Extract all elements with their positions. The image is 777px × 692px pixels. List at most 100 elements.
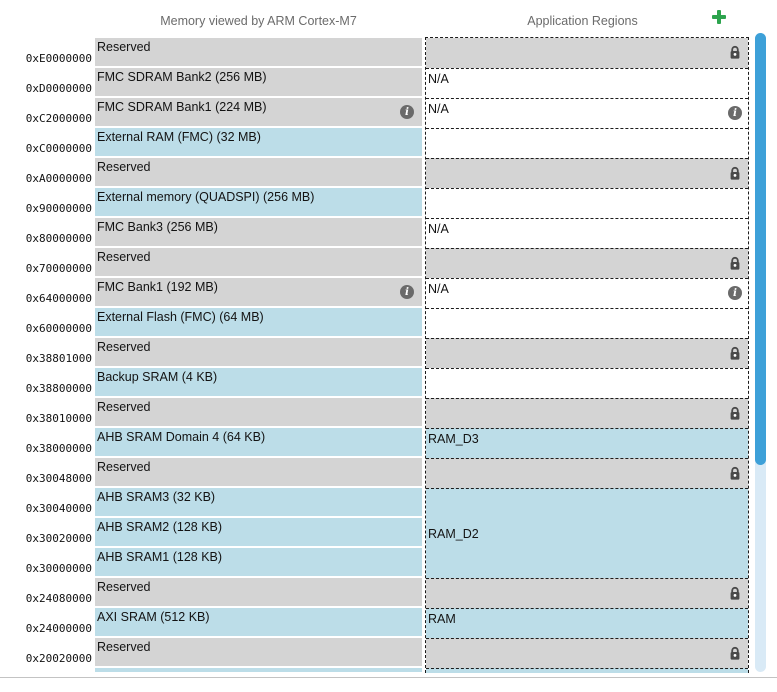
memory-block-label: Reserved <box>97 250 151 264</box>
memory-block-fmc-bank3-256-mb[interactable]: FMC Bank3 (256 MB) <box>95 218 422 248</box>
address-label: 0x30040000 <box>25 502 92 515</box>
memory-block-label: External memory (QUADSPI) (256 MB) <box>97 190 315 204</box>
app-region-label: N/A <box>428 222 449 236</box>
memory-block-reserved: Reserved <box>95 398 422 428</box>
app-region-n-a[interactable]: N/A i <box>426 98 748 128</box>
memory-block-label: Reserved <box>97 580 151 594</box>
app-region-ram-d3[interactable]: RAM_D3 <box>426 428 748 458</box>
address-label: 0x30020000 <box>25 532 92 545</box>
app-region-n-a[interactable]: N/A <box>426 218 748 248</box>
app-region-label: N/A <box>428 102 449 116</box>
memory-block-label: FMC SDRAM Bank2 (256 MB) <box>97 70 267 84</box>
application-regions-column: N/A N/A i N/A N/A i RAM_D3 RAM_D2 RAM <box>425 37 749 673</box>
memory-block-external-ram-fmc-32-mb[interactable]: External RAM (FMC) (32 MB) <box>95 128 422 158</box>
lock-icon <box>728 466 742 482</box>
app-region-reserved <box>426 458 748 488</box>
address-label: 0x70000000 <box>25 262 92 275</box>
app-region-reserved <box>426 248 748 278</box>
app-region-label: N/A <box>428 282 449 296</box>
address-label: 0x20020000 <box>25 652 92 665</box>
memory-block-label: Backup SRAM (4 KB) <box>97 370 218 384</box>
app-region-reserved <box>426 38 748 68</box>
app-region-reserved <box>426 398 748 428</box>
address-label: 0xC0000000 <box>25 142 92 155</box>
info-icon[interactable]: i <box>400 285 414 299</box>
app-region-empty <box>426 668 748 673</box>
plus-icon <box>711 9 727 28</box>
scrollbar-thumb[interactable] <box>755 33 766 465</box>
memory-block-label: FMC Bank3 (256 MB) <box>97 220 218 234</box>
memory-block-fmc-sdram-bank1-224-mb[interactable]: FMC SDRAM Bank1 (224 MB) i <box>95 98 422 128</box>
address-label: 0x24000000 <box>25 622 92 635</box>
address-label: 0x38000000 <box>25 442 92 455</box>
memory-block-label: External RAM (FMC) (32 MB) <box>97 130 261 144</box>
memory-block-label: Reserved <box>97 640 151 654</box>
app-region-n-a[interactable]: N/A i <box>426 278 748 308</box>
memory-block-fmc-sdram-bank2-256-mb[interactable]: FMC SDRAM Bank2 (256 MB) <box>95 68 422 98</box>
address-label: 0x60000000 <box>25 322 92 335</box>
address-label: 0x38801000 <box>25 352 92 365</box>
lock-icon <box>728 166 742 182</box>
app-region-reserved <box>426 578 748 608</box>
memory-block-ahb-sram3-32-kb[interactable]: AHB SRAM3 (32 KB) <box>95 488 422 518</box>
address-label: 0x30048000 <box>25 472 92 485</box>
memory-block-backup-sram-4-kb[interactable]: Backup SRAM (4 KB) <box>95 368 422 398</box>
address-label: 0x24080000 <box>25 592 92 605</box>
app-region-ram-d2[interactable]: RAM_D2 <box>426 488 748 578</box>
address-label: 0xD0000000 <box>25 82 92 95</box>
app-region-reserved <box>426 638 748 668</box>
vertical-scrollbar[interactable] <box>755 33 766 672</box>
app-region-empty[interactable] <box>426 188 748 218</box>
memory-block-label: FMC Bank1 (192 MB) <box>97 280 218 294</box>
memory-block-reserved: Reserved <box>95 578 422 608</box>
app-region-empty[interactable] <box>426 308 748 338</box>
bottom-separator <box>0 677 777 678</box>
memory-block-axi-sram-512-kb[interactable]: AXI SRAM (512 KB) <box>95 608 422 638</box>
app-region-empty[interactable] <box>426 368 748 398</box>
memory-column-title: Memory viewed by ARM Cortex-M7 <box>160 14 357 28</box>
memory-block-reserved: Reserved <box>95 158 422 188</box>
memory-block-label: Reserved <box>97 460 151 474</box>
memory-block-ahb-sram1-128-kb[interactable]: AHB SRAM1 (128 KB) <box>95 548 422 578</box>
address-label: 0x64000000 <box>25 292 92 305</box>
memory-block-fmc-bank1-192-mb[interactable]: FMC Bank1 (192 MB) i <box>95 278 422 308</box>
memory-block-label: AHB SRAM Domain 4 (64 KB) <box>97 430 266 444</box>
memory-block-reserved: Reserved <box>95 248 422 278</box>
address-label: 0x38800000 <box>25 382 92 395</box>
app-region-empty[interactable] <box>426 128 748 158</box>
memory-block-label: Reserved <box>97 340 151 354</box>
lock-icon <box>728 586 742 602</box>
memory-block-external-memory-quadspi-256-mb[interactable]: External memory (QUADSPI) (256 MB) <box>95 188 422 218</box>
add-region-button[interactable] <box>707 6 731 30</box>
memory-block-partial <box>95 668 422 672</box>
address-label: 0xA0000000 <box>25 172 92 185</box>
memory-block-external-flash-fmc-64-mb[interactable]: External Flash (FMC) (64 MB) <box>95 308 422 338</box>
address-label: 0x90000000 <box>25 202 92 215</box>
info-icon[interactable]: i <box>728 106 742 120</box>
memory-block-reserved: Reserved <box>95 38 422 68</box>
memory-block-label: Reserved <box>97 160 151 174</box>
app-region-label: N/A <box>428 72 449 86</box>
app-region-label: RAM_D2 <box>428 526 479 541</box>
address-label: 0x80000000 <box>25 232 92 245</box>
memory-block-ahb-sram-domain-4-64-kb[interactable]: AHB SRAM Domain 4 (64 KB) <box>95 428 422 458</box>
memory-block-reserved: Reserved <box>95 638 422 668</box>
lock-icon <box>728 646 742 662</box>
address-label: 0xE0000000 <box>25 52 92 65</box>
memory-block-reserved: Reserved <box>95 458 422 488</box>
app-region-n-a[interactable]: N/A <box>426 68 748 98</box>
memory-block-label: AHB SRAM1 (128 KB) <box>97 550 223 564</box>
memory-block-ahb-sram2-128-kb[interactable]: AHB SRAM2 (128 KB) <box>95 518 422 548</box>
memory-block-label: AXI SRAM (512 KB) <box>97 610 210 624</box>
app-region-ram[interactable]: RAM <box>426 608 748 638</box>
lock-icon <box>728 346 742 362</box>
memory-block-label: External Flash (FMC) (64 MB) <box>97 310 264 324</box>
info-icon[interactable]: i <box>728 286 742 300</box>
memory-block-label: Reserved <box>97 400 151 414</box>
info-icon[interactable]: i <box>400 105 414 119</box>
memory-block-label: AHB SRAM3 (32 KB) <box>97 490 216 504</box>
memory-block-label: Reserved <box>97 40 151 54</box>
address-label: 0x38010000 <box>25 412 92 425</box>
lock-icon <box>728 45 742 61</box>
lock-icon <box>728 406 742 422</box>
